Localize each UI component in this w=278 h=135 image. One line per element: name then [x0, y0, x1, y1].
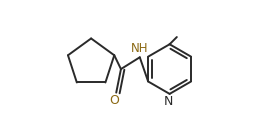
Text: NH: NH	[131, 42, 148, 55]
Text: O: O	[110, 94, 120, 107]
Text: N: N	[164, 95, 173, 108]
